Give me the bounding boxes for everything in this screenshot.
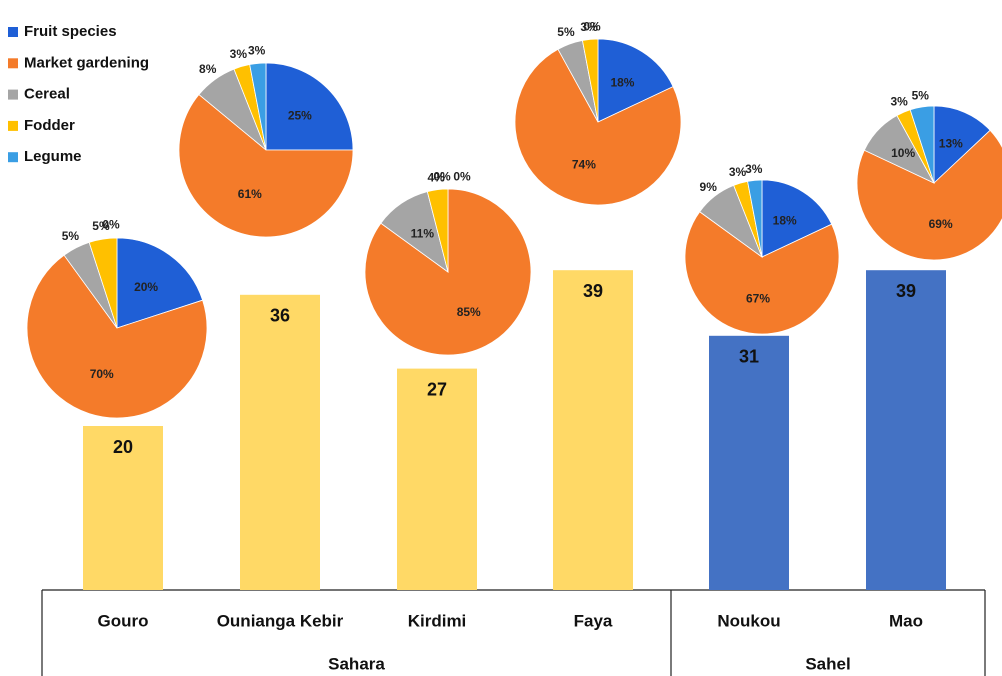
pie-slice [514,48,682,206]
pie-value-label: 0% [453,170,471,184]
pie-value-label: 13% [939,136,963,150]
x-tick-label: Faya [574,611,613,630]
x-tick-label: Kirdimi [408,611,467,630]
pie-slice [909,105,935,184]
bar-label: 31 [739,347,759,367]
legend-swatch [8,58,18,69]
x-tick-label: Mao [889,611,923,630]
pie-slice [364,188,532,356]
pie-value-label: 4% [427,170,445,184]
pie-value-label: 3% [729,165,747,179]
pie-slice [88,237,118,329]
pie-value-label: 0% [102,218,120,232]
legend-label: Legume [24,148,82,165]
legend-swatch [8,120,18,131]
bar-label: 27 [427,379,447,399]
pie-value-label: 5% [92,219,110,233]
legend-label: Market gardening [24,54,149,71]
legend-swatch [8,27,18,37]
pie-value-label: 18% [773,213,797,227]
bar-label: 39 [583,281,603,301]
pie-value-label: 3% [745,162,763,176]
pie-value-label: 3% [580,20,598,34]
pie-slice [426,188,449,273]
pie-value-label: 25% [288,108,312,122]
pie-slice [249,62,267,151]
pie-value-label: 85% [457,305,481,319]
legend-swatch [8,152,18,163]
pie-slice [597,38,674,123]
group-label: Sahel [805,654,850,673]
bar-label: 39 [896,281,916,301]
pie-slice [761,179,833,258]
pie-slice [856,129,1002,261]
pie-slice [933,105,991,184]
pie-value-label: 20% [134,280,158,294]
pie-value-label: 3% [248,43,266,57]
pie-value-label: 5% [912,88,930,102]
pie-value-label: 61% [238,187,262,201]
pie-value-label: 69% [929,217,953,231]
pie-slice [747,179,763,258]
pie-value-label: 3% [890,95,908,109]
bar-label: 20 [113,437,133,457]
pie-slice [265,62,354,151]
x-tick-label: Noukou [717,611,780,630]
pie-value-label: 8% [199,62,217,76]
bar [240,294,320,590]
x-tick-label: Ounianga Kebir [217,611,344,630]
bar [397,368,477,590]
legend-label: Fodder [24,117,75,134]
pie-value-label: 5% [557,25,575,39]
group-label: Sahara [328,654,385,673]
bar [553,270,633,590]
pie-value-label: 5% [62,229,80,243]
pie-value-label: 11% [411,226,435,240]
bar [709,335,789,590]
pie-value-label: 0% [583,20,601,34]
pie-value-label: 67% [746,291,770,305]
pie-value-label: 18% [610,76,634,90]
pie-slice [26,254,208,419]
pie-slice [581,38,599,123]
bar [83,426,163,590]
pie-slice [178,93,354,238]
bar-label: 36 [270,306,290,326]
legend-swatch [8,89,18,100]
pie-slice [684,211,840,335]
legend-label: Fruit species [24,23,117,40]
pie-value-label: 9% [700,180,718,194]
x-tick-label: Gouro [98,611,149,630]
bar [866,270,946,590]
pie-value-label: 0% [433,170,451,184]
pie-value-label: 3% [230,47,248,61]
pie-slice [116,237,204,329]
pie-value-label: 74% [572,158,596,172]
pie-value-label: 10% [891,146,915,160]
legend-label: Cereal [24,86,70,103]
pie-value-label: 70% [90,367,114,381]
